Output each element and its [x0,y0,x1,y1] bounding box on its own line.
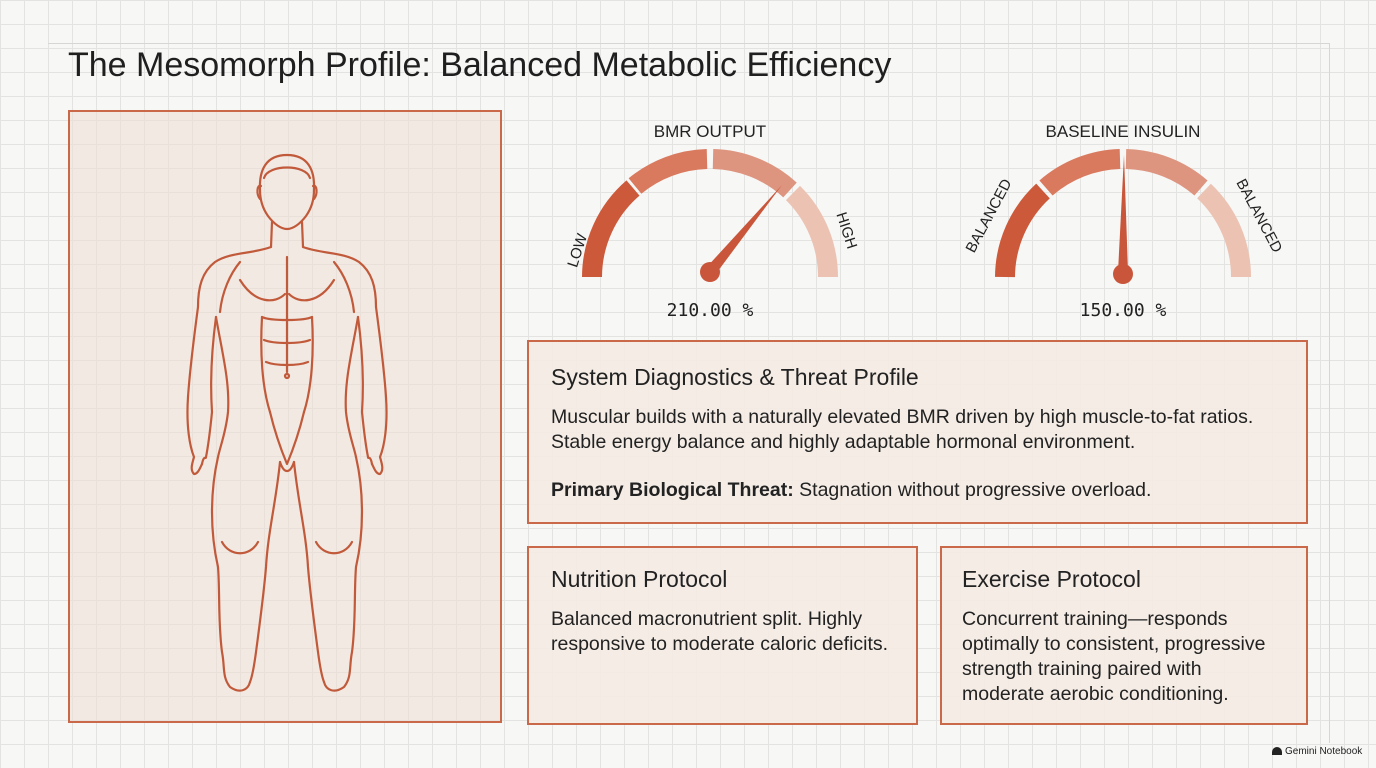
bmr-gauge: BMR OUTPUT LOW HIGH 210.00 % [550,122,870,332]
gauge-readout: 210.00 % [666,300,754,321]
exercise-body: Concurrent training—responds optimally t… [962,608,1266,705]
gauge-needle [1118,155,1128,272]
diagnostics-card: System Diagnostics & Threat Profile Musc… [527,340,1308,524]
gauge-needle [705,185,782,275]
page-title: The Mesomorph Profile: Balanced Metaboli… [68,46,892,84]
notebook-logo-icon [1272,747,1282,755]
body-figure-panel [68,110,502,723]
gauge-arc-low [582,180,640,278]
gauge-hub [1113,264,1133,284]
gauge-arc-mid-low [628,149,708,194]
diagnostics-body: Muscular builds with a naturally elevate… [551,406,1254,453]
diagnostics-title: System Diagnostics & Threat Profile [551,364,919,390]
gauge-arc-mid-high [712,149,797,198]
exercise-card: Exercise Protocol Concurrent training—re… [940,546,1308,725]
nutrition-card: Nutrition Protocol Balanced macronutrien… [527,546,918,725]
exercise-title: Exercise Protocol [962,566,1141,592]
watermark: Gemini Notebook [1272,746,1362,757]
gauge-right-label: HIGH [832,210,860,251]
insulin-gauge: BASELINE INSULIN BALANCED BALANCED 150.0… [963,122,1283,332]
gauge-arc-low [995,183,1050,278]
gauge-arc-high [1196,183,1252,278]
frame-line [1329,43,1330,743]
gauge-label: BASELINE INSULIN [1045,122,1201,141]
gauge-hub [700,262,720,282]
gauge-label: BMR OUTPUT [653,122,767,141]
gauge-arc-high [785,185,839,278]
human-body-outline-icon [186,153,388,692]
frame-line [48,43,1330,44]
nutrition-body: Balanced macronutrient split. Highly res… [551,608,889,655]
threat-text: Stagnation without progressive overload. [793,479,1152,501]
gauge-readout: 150.00 % [1079,300,1167,321]
threat-line: Primary Biological Threat: Stagnation wi… [551,479,1284,502]
threat-label: Primary Biological Threat: [551,479,794,501]
gauge-arc-mid-high [1125,149,1208,196]
watermark-text: Gemini Notebook [1285,746,1363,757]
nutrition-title: Nutrition Protocol [551,566,728,592]
gauge-dial: BALANCED BALANCED [963,149,1283,284]
gauge-arc-mid-low [1039,149,1121,196]
gauge-dial: LOW HIGH [564,149,860,282]
